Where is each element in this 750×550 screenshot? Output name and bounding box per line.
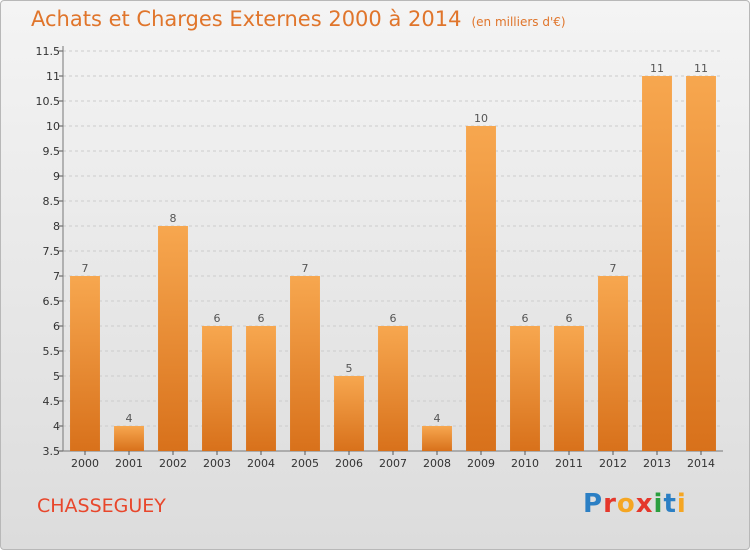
x-tick-label: 2003 xyxy=(203,457,231,470)
y-tick-label: 9.5 xyxy=(43,145,61,158)
data-label: 5 xyxy=(346,362,353,375)
y-tick-label: 10 xyxy=(46,120,60,133)
brand-letter: t xyxy=(663,489,677,519)
bar xyxy=(554,326,584,451)
y-tick-label: 8 xyxy=(53,220,60,233)
brand-letter: o xyxy=(616,489,636,519)
y-tick-label: 4.5 xyxy=(43,395,61,408)
bar xyxy=(378,326,408,451)
x-tick-label: 2011 xyxy=(555,457,583,470)
title-row: Achats et Charges Externes 2000 à 2014 (e… xyxy=(31,7,566,31)
x-tick-label: 2008 xyxy=(423,457,451,470)
y-tick-label: 9 xyxy=(53,170,60,183)
y-tick-label: 8.5 xyxy=(43,195,61,208)
x-tick-label: 2001 xyxy=(115,457,143,470)
chart-title: Achats et Charges Externes 2000 à 2014 xyxy=(31,7,462,31)
y-tick-label: 11.5 xyxy=(36,45,61,58)
y-tick-label: 6 xyxy=(53,320,60,333)
x-tick-label: 2006 xyxy=(335,457,363,470)
x-tick-label: 2010 xyxy=(511,457,539,470)
y-tick-label: 5 xyxy=(53,370,60,383)
labels: 3.5 4 4.5 5 5.5 6 6.5 7 7.5 8 8.5 9 9.5 10 10.5 11 11.5 7… xyxy=(36,45,716,470)
bar xyxy=(114,426,144,451)
x-tick-label: 2000 xyxy=(71,457,99,470)
data-label: 8 xyxy=(170,212,177,225)
commune-name: CHASSEGUEY xyxy=(37,495,166,517)
y-tick-label: 11 xyxy=(46,70,60,83)
bar xyxy=(290,276,320,451)
data-label: 6 xyxy=(390,312,397,325)
data-label: 11 xyxy=(650,62,664,75)
data-label: 6 xyxy=(258,312,265,325)
bar xyxy=(422,426,452,451)
bar xyxy=(598,276,628,451)
y-tick-label: 4 xyxy=(53,420,60,433)
x-tick-label: 2012 xyxy=(599,457,627,470)
data-label: 7 xyxy=(302,262,309,275)
bar xyxy=(642,76,672,451)
bar xyxy=(334,376,364,451)
bar xyxy=(246,326,276,451)
data-label: 6 xyxy=(214,312,221,325)
brand-letter: i xyxy=(676,489,687,519)
data-label: 7 xyxy=(610,262,617,275)
brand-letter: r xyxy=(603,489,617,519)
x-tick-label: 2005 xyxy=(291,457,319,470)
y-tick-label: 10.5 xyxy=(36,95,61,108)
y-tick-label: 7 xyxy=(53,270,60,283)
brand-letter: x xyxy=(635,489,654,519)
y-tick-label: 5.5 xyxy=(43,345,61,358)
x-tick-label: 2002 xyxy=(159,457,187,470)
x-tick-label: 2007 xyxy=(379,457,407,470)
data-label: 11 xyxy=(694,62,708,75)
proxiti-logo[interactable]: Proxiti xyxy=(583,489,687,519)
data-label: 7 xyxy=(82,262,89,275)
x-tick-label: 2014 xyxy=(687,457,715,470)
brand-letter: P xyxy=(583,489,604,519)
x-tick-label: 2013 xyxy=(643,457,671,470)
bar xyxy=(510,326,540,451)
data-label: 4 xyxy=(434,412,441,425)
y-tick-label: 3.5 xyxy=(43,445,61,458)
bars xyxy=(70,76,716,451)
x-tick-label: 2004 xyxy=(247,457,275,470)
bar xyxy=(70,276,100,451)
bar xyxy=(202,326,232,451)
bar xyxy=(686,76,716,451)
data-label: 6 xyxy=(566,312,573,325)
data-label: 10 xyxy=(474,112,488,125)
y-tick-label: 7.5 xyxy=(43,245,61,258)
bar xyxy=(466,126,496,451)
data-label: 6 xyxy=(522,312,529,325)
data-label: 4 xyxy=(126,412,133,425)
chart-subtitle: (en milliers d'€) xyxy=(471,15,566,29)
y-tick-label: 6.5 xyxy=(43,295,61,308)
bar xyxy=(158,226,188,451)
x-tick-label: 2009 xyxy=(467,457,495,470)
brand-letter: i xyxy=(653,489,664,519)
